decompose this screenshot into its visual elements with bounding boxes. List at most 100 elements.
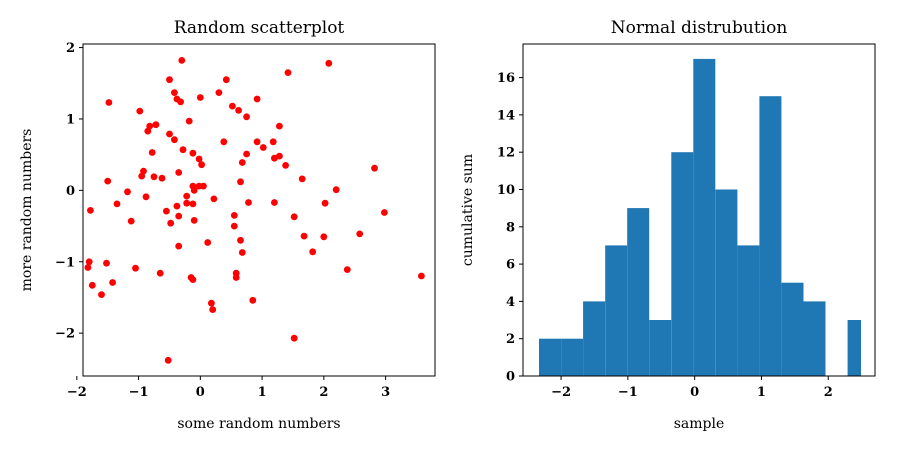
y-tick-label: 10 [497,183,515,198]
scatter-point [98,291,105,298]
scatter-points [84,57,425,364]
scatter-point [164,356,172,364]
histogram-bar [671,152,694,376]
scatter-point [229,102,236,110]
histogram-y-ticks: 0 2 4 6 8 10 12 14 16 [497,71,523,385]
scatter-point [245,199,252,206]
scatter-point [215,89,223,96]
scatter-point [235,107,243,114]
scatter-point [171,136,178,144]
scatter-point [259,144,267,151]
histogram-bar [715,189,738,376]
y-tick-label: 0 [506,370,515,385]
scatter-point [269,138,277,146]
scatter-point [152,121,160,129]
scatter-point [208,299,215,307]
x-tick-label: −1 [129,385,149,400]
x-tick-label: 2 [319,385,328,400]
scatter-point [189,200,197,208]
scatter-point [271,199,278,206]
scatter-point [238,249,246,256]
scatter-point [300,232,308,240]
y-tick-label: 12 [497,146,515,161]
scatter-point [158,174,166,182]
scatter-point [150,173,158,181]
scatter-point [190,187,198,194]
scatter-point [148,149,156,156]
scatter-point [290,213,298,221]
y-tick-label: 6 [506,258,515,273]
x-tick-label: −2 [67,385,87,400]
histogram-panel: Normal distrubution −2 −1 0 1 2 024681012141… [460,18,876,432]
scatter-point [84,264,92,271]
scatter-point [200,182,207,190]
scatter-point [276,152,283,160]
scatter-point [222,76,230,84]
scatter-point [253,95,261,103]
scatter-point [138,172,146,180]
scatter-point [190,217,198,224]
scatter-point [132,264,139,272]
scatter-point [230,222,238,230]
scatter-point [179,146,187,154]
scatter-point [178,57,186,64]
scatter-point [332,186,340,194]
y-tick-label: 4 [506,295,515,310]
x-tick-label: −2 [551,385,571,400]
histogram-bar [737,245,760,376]
y-tick-label: 1 [66,112,75,127]
y-tick-label: 16 [497,71,515,86]
x-tick-label: 0 [196,385,205,400]
histogram-bar [583,301,606,376]
scatter-point [167,219,175,227]
histogram-bar [781,282,804,376]
scatter-point [232,274,240,281]
scatter-point [230,212,238,219]
scatter-point [105,99,113,106]
scatter-point [109,279,116,286]
histogram-title: Normal distrubution [611,18,788,38]
scatter-y-axis-label: more random numbers [19,129,35,292]
scatter-point [189,276,197,283]
scatter-point [418,272,425,280]
scatter-y-ticks: −2 −1 0 1 2 [55,41,83,342]
scatter-point [144,127,152,135]
scatter-point [237,178,244,186]
scatter-point [298,175,306,183]
y-tick-label: 2 [66,41,75,56]
x-tick-label: 2 [824,385,833,400]
scatter-axes-frame [82,43,436,377]
scatter-point [156,269,164,277]
scatter-point [343,266,351,273]
scatter-point [185,117,193,125]
scatter-point [173,202,181,210]
histogram-bar [649,320,672,376]
y-tick-label: 14 [497,108,515,123]
scatter-point [175,212,183,220]
scatter-point [124,188,131,196]
histogram-bar [693,58,716,377]
x-tick-label: −1 [618,385,638,400]
scatter-point [189,149,197,157]
scatter-point [209,306,217,313]
y-tick-label: 2 [506,332,515,347]
scatter-point [166,130,173,138]
histogram-y-axis-label: cumulative sum [460,154,476,266]
histogram-bar [561,338,584,376]
scatter-point [113,200,121,208]
scatter-point [85,258,93,266]
scatter-x-axis-label: some random numbers [177,416,340,432]
scatter-point [171,89,178,96]
scatter-point [163,207,170,215]
scatter-point [175,169,183,176]
x-tick-label: 1 [757,385,766,400]
scatter-point [237,236,244,244]
scatter-point [320,233,328,241]
scatter-x-ticks: −2 −1 0 1 2 3 [67,376,390,400]
scatter-point [381,209,388,216]
x-tick-label: 3 [381,385,390,400]
scatter-panel: Random scatterplot −2 −1 0 1 2 3 −2 −1 0 1 2 some… [19,18,436,432]
scatter-point [356,230,364,238]
scatter-point [284,69,292,76]
